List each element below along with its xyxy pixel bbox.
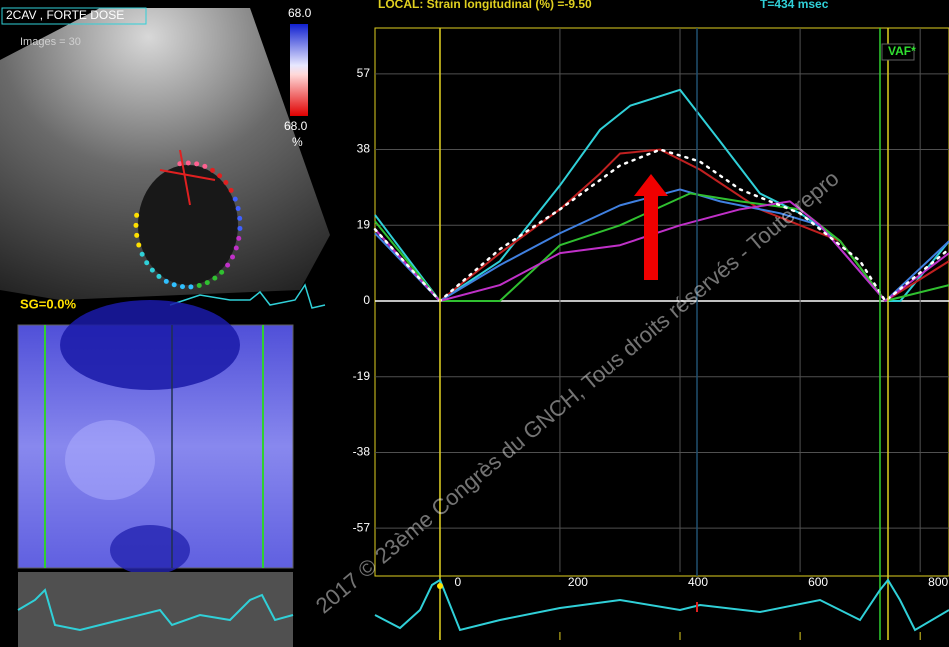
tracking-dot <box>236 236 241 241</box>
y-tick-label: 0 <box>363 293 370 307</box>
header-right: T=434 msec <box>760 0 829 11</box>
tracking-dot <box>164 279 169 284</box>
x-tick-label: 800 <box>928 575 948 589</box>
tracking-dot <box>140 252 145 257</box>
y-tick-label: 38 <box>357 142 371 156</box>
y-tick-label: 57 <box>357 66 371 80</box>
tracking-dot <box>217 173 222 178</box>
tracking-dot <box>197 283 202 288</box>
tracking-dot <box>202 164 207 169</box>
tracking-dot <box>237 226 242 231</box>
map-region <box>110 525 190 575</box>
tracking-dot <box>233 197 238 202</box>
scale-min: 68.0 <box>284 119 308 133</box>
header-left: LOCAL: Strain longitudinal (%) =-9.50 <box>378 0 592 11</box>
y-tick-label: -19 <box>353 369 371 383</box>
tracking-dot <box>230 254 235 259</box>
tracking-dot <box>229 188 234 193</box>
tracking-dot <box>237 216 242 221</box>
map-region <box>60 300 240 390</box>
tracking-dot <box>136 243 141 248</box>
tracking-dot <box>134 223 139 228</box>
x-tick-label: 0 <box>455 575 462 589</box>
scale-unit: % <box>292 135 303 149</box>
tracking-dot <box>212 276 217 281</box>
color-bar <box>290 24 308 116</box>
tracking-dot <box>219 270 224 275</box>
tracking-dot <box>134 213 139 218</box>
tracking-dot <box>234 245 239 250</box>
tracking-dot <box>144 260 149 265</box>
lv-cavity <box>138 165 238 285</box>
tracking-dot <box>188 284 193 289</box>
tracking-dot <box>186 161 191 166</box>
tracking-dot <box>194 161 199 166</box>
global-strain: SG=0.0% <box>20 296 76 311</box>
tracking-dot <box>236 206 241 211</box>
tracking-dot <box>180 284 185 289</box>
y-tick-label: -38 <box>353 445 371 459</box>
images-count: Images = 30 <box>20 36 81 48</box>
tracking-dot <box>156 274 161 279</box>
m-mode <box>18 572 293 647</box>
x-tick-label: 600 <box>808 575 828 589</box>
y-tick-label: -57 <box>353 520 371 534</box>
tracking-dot <box>223 180 228 185</box>
tracking-dot <box>205 280 210 285</box>
y-tick-label: 19 <box>357 217 371 231</box>
x-tick-label: 400 <box>688 575 708 589</box>
tracking-dot <box>225 263 230 268</box>
event-label: VAF* <box>888 44 916 58</box>
scale-max: 68.0 <box>288 6 312 20</box>
ecg-marker <box>437 583 443 589</box>
tracking-dot <box>210 168 215 173</box>
view-label: 2CAV , FORTE DOSE <box>6 8 124 22</box>
screen: 2CAV , FORTE DOSE Images = 30 68.0 68.0 … <box>0 0 949 647</box>
x-tick-label: 200 <box>568 575 588 589</box>
map-region <box>65 420 155 500</box>
tracking-dot <box>172 282 177 287</box>
tracking-dot <box>150 268 155 273</box>
tracking-dot <box>134 233 139 238</box>
